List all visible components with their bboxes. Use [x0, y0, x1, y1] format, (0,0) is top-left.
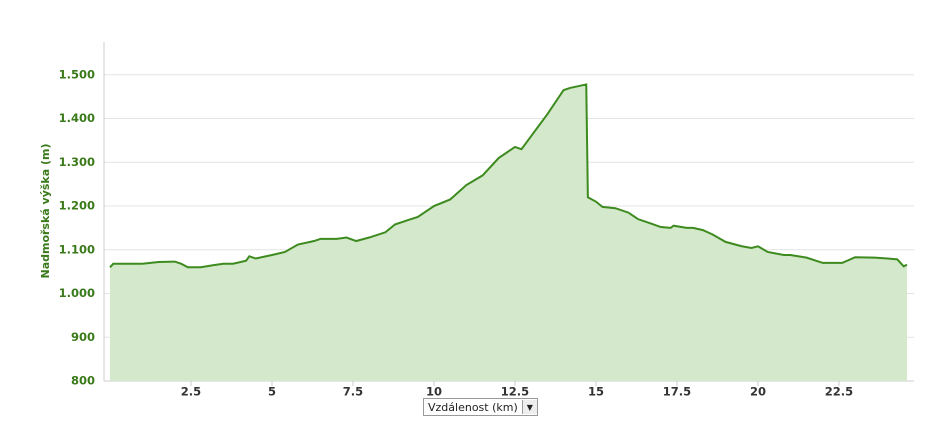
x-tick-label: 12.5 [501, 385, 529, 399]
x-tick-label: 7.5 [343, 385, 363, 399]
x-axis-label: Vzdálenost (km) [428, 400, 518, 414]
y-tick-label: 1.100 [59, 242, 95, 256]
y-axis-label: Nadmořská výška (m) [39, 143, 52, 278]
y-tick-label: 1.500 [59, 67, 95, 81]
x-tick-label: 5 [268, 385, 276, 399]
dropdown-arrow[interactable]: ▼ [521, 400, 537, 414]
x-tick-label: 22.5 [825, 385, 853, 399]
x-tick-label: 10 [426, 385, 442, 399]
x-tick-label: 15 [588, 385, 604, 399]
x-tick-label: 20 [750, 385, 766, 399]
y-tick-label: 800 [71, 374, 95, 388]
elevation-line [109, 83, 908, 269]
y-tick-label: 1.400 [59, 111, 95, 125]
y-tick-label: 1.200 [59, 199, 95, 213]
x-tick-label: 2.5 [181, 385, 201, 399]
y-tick-label: 1.300 [59, 155, 95, 169]
x-axis-dropdown[interactable]: Vzdálenost (km) ▼ [423, 398, 538, 416]
y-tick-label: 900 [71, 330, 95, 344]
x-tick-label: 17.5 [663, 385, 691, 399]
area-fill [110, 84, 907, 381]
y-tick-label: 1.000 [59, 286, 95, 300]
